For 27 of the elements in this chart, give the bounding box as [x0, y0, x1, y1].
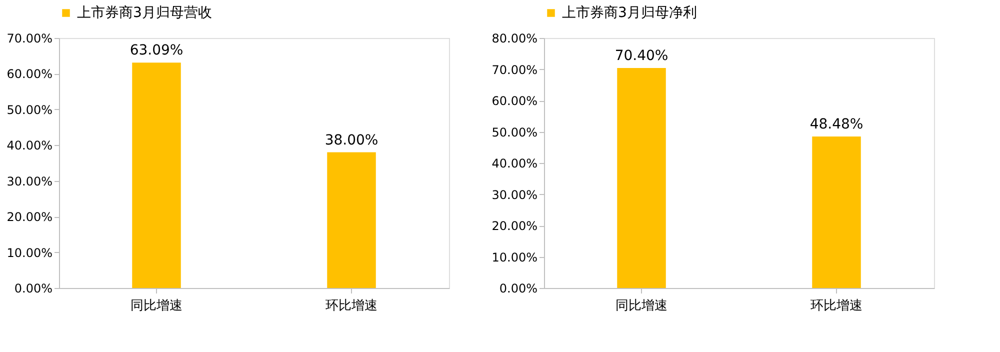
- legend-label: 上市券商3月归母营收: [77, 5, 212, 21]
- x-tick-label: 环比增速: [810, 298, 862, 314]
- y-tick-label: 60.00%: [492, 94, 538, 108]
- y-tick-label: 80.00%: [492, 32, 538, 46]
- data-label: 48.48%: [810, 116, 864, 132]
- x-tick-label: 同比增速: [130, 298, 182, 314]
- y-tick-label: 40.00%: [492, 156, 538, 170]
- x-tick-label: 环比增速: [326, 298, 378, 314]
- y-tick-label: 0.00%: [14, 282, 52, 296]
- data-label: 38.00%: [324, 132, 378, 148]
- y-tick-label: 0.00%: [499, 282, 538, 296]
- x-tick-label: 同比增速: [616, 298, 668, 314]
- y-tick-label: 60.00%: [6, 67, 52, 82]
- y-tick-label: 10.00%: [6, 246, 52, 260]
- y-tick-label: 70.00%: [492, 62, 538, 77]
- y-tick-label: 30.00%: [6, 174, 52, 188]
- y-tick-label: 50.00%: [492, 125, 538, 140]
- y-tick-label: 10.00%: [492, 250, 538, 264]
- y-tick-label: 30.00%: [492, 188, 538, 202]
- data-label: 70.40%: [614, 48, 668, 64]
- legend-label: 上市券商3月归母净利: [562, 5, 697, 21]
- y-tick-label: 20.00%: [6, 210, 52, 224]
- y-tick-label: 40.00%: [6, 138, 52, 153]
- data-label: 63.09%: [130, 42, 184, 59]
- y-tick-label: 70.00%: [6, 32, 52, 46]
- y-tick-label: 50.00%: [6, 102, 52, 117]
- y-tick-label: 20.00%: [492, 219, 538, 233]
